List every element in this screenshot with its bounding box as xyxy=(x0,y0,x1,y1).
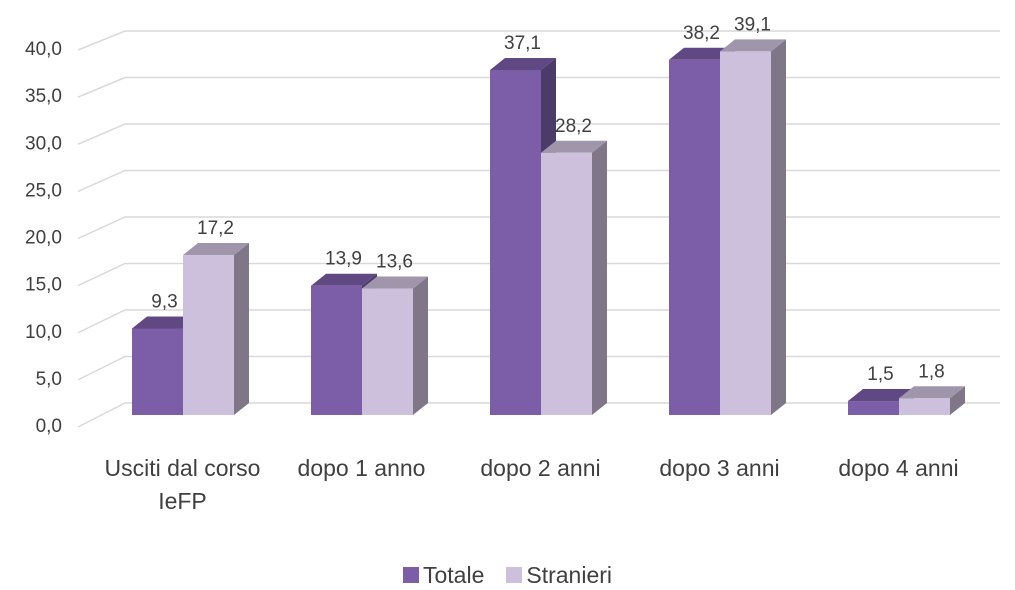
bar-face xyxy=(848,389,914,402)
bar-face xyxy=(848,401,899,415)
bar-face xyxy=(132,328,183,415)
bar-face xyxy=(899,398,950,415)
data-label: 38,2 xyxy=(683,23,720,44)
bar-face xyxy=(362,276,428,289)
x-tick-label: dopo 4 anni xyxy=(838,455,959,481)
grid-line xyxy=(77,30,1000,51)
x-tick-label: dopo 2 anni xyxy=(480,455,601,481)
bar-face xyxy=(490,69,541,415)
bar-face xyxy=(541,152,592,416)
bar xyxy=(899,386,965,415)
bar-face xyxy=(183,243,249,256)
bar-face xyxy=(771,39,786,416)
legend-label: Totale xyxy=(422,562,485,588)
y-tick-label: 15,0 xyxy=(25,275,62,296)
data-label: 1,8 xyxy=(918,361,944,382)
y-tick-label: 10,0 xyxy=(25,322,62,343)
bar-face xyxy=(413,276,428,415)
bar-face xyxy=(669,59,720,416)
legend-item: Totale xyxy=(402,560,485,590)
data-label: 13,9 xyxy=(325,249,362,270)
bar-face xyxy=(950,386,965,415)
bar-face xyxy=(720,51,771,416)
y-tick-label: 25,0 xyxy=(25,180,62,201)
legend-label: Stranieri xyxy=(526,562,613,588)
data-label: 17,2 xyxy=(197,218,234,239)
bar xyxy=(362,276,428,415)
bar xyxy=(720,39,786,416)
x-tick-label: Usciti dal corso IeFP xyxy=(104,455,261,514)
bar-face xyxy=(311,285,362,415)
bar-face xyxy=(720,39,786,52)
y-tick-label: 20,0 xyxy=(25,228,62,249)
y-tick-label: 35,0 xyxy=(25,86,62,107)
data-label: 39,1 xyxy=(734,14,771,35)
bar-face xyxy=(362,288,413,415)
y-tick-label: 0,0 xyxy=(36,416,62,437)
data-label: 28,2 xyxy=(555,116,592,137)
data-label: 1,5 xyxy=(867,364,893,385)
y-tick-label: 5,0 xyxy=(36,369,62,390)
bar-face xyxy=(234,243,249,415)
bar-face xyxy=(592,140,607,416)
bar xyxy=(541,140,607,416)
bar-face xyxy=(669,47,735,60)
legend: Totale Stranieri xyxy=(0,560,1015,590)
legend-swatch xyxy=(402,567,419,583)
bar-face xyxy=(311,273,377,286)
legend-item: Stranieri xyxy=(506,560,612,590)
bar-face xyxy=(899,386,965,399)
x-tick-label: dopo 3 anni xyxy=(659,455,780,481)
data-label: 13,6 xyxy=(376,252,413,273)
x-tick-label: dopo 1 anno xyxy=(297,455,426,481)
y-tick-label: 30,0 xyxy=(25,133,62,154)
bar-face xyxy=(490,57,556,70)
data-label: 9,3 xyxy=(151,292,177,313)
bar-face xyxy=(183,255,234,415)
bar xyxy=(183,243,249,415)
legend-swatch xyxy=(506,567,523,583)
bar-face xyxy=(132,316,198,329)
y-tick-label: 40,0 xyxy=(25,39,62,60)
data-label: 37,1 xyxy=(504,33,541,54)
bar-face xyxy=(541,140,607,153)
